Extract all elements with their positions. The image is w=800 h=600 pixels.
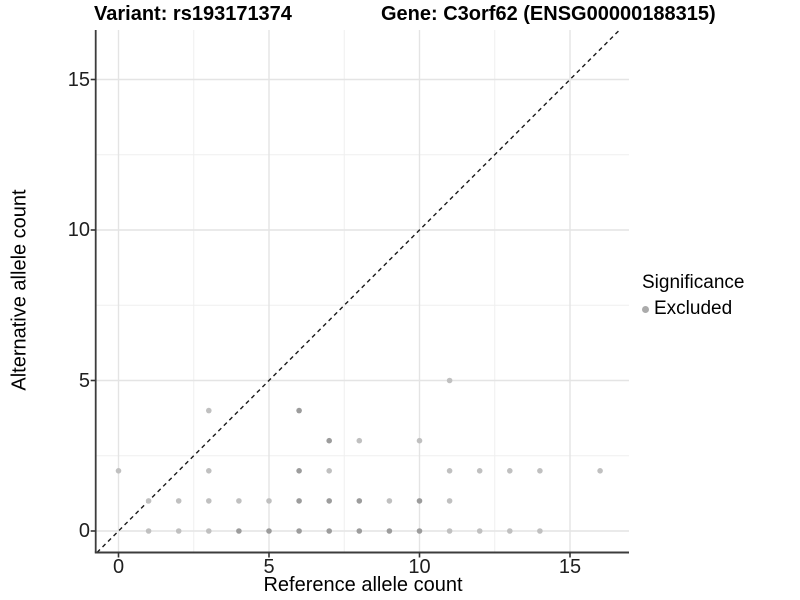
grid-major (95, 30, 629, 553)
legend: Significance Excluded (642, 272, 744, 320)
data-point (446, 528, 453, 534)
data-point (206, 498, 212, 504)
data-point (416, 528, 423, 534)
data-point (266, 498, 272, 504)
legend-point-icon (642, 305, 649, 313)
data-point (386, 528, 393, 534)
y-tick-label: 5 (78, 369, 90, 392)
y-tick-label: 10 (67, 219, 90, 241)
data-point (145, 498, 152, 504)
tick-marks (90, 78, 571, 558)
data-point (507, 468, 513, 474)
x-tick-label: 5 (263, 556, 275, 578)
plot-title-variant: Variant: rs193171374 (94, 3, 292, 25)
data-point (206, 528, 212, 534)
data-point (296, 498, 302, 504)
data-point (507, 528, 513, 534)
data-point (326, 437, 333, 444)
data-point (175, 498, 182, 504)
legend-item-excluded: Excluded (642, 298, 744, 320)
data-point (206, 407, 212, 414)
data-point (416, 437, 423, 444)
data-point (326, 468, 333, 474)
y-axis-title: Alternative allele count (8, 189, 31, 391)
x-tick-label: 15 (558, 556, 582, 578)
x-tick-label: 10 (408, 556, 431, 578)
data-point (145, 528, 152, 534)
data-point (356, 437, 363, 444)
data-point (266, 528, 272, 534)
x-tick-label: 0 (112, 556, 125, 578)
data-point (416, 498, 423, 504)
data-point (175, 528, 182, 534)
y-tick-label: 0 (78, 520, 90, 542)
data-point (356, 528, 363, 534)
data-point (115, 468, 122, 474)
data-point (446, 498, 453, 504)
data-point (537, 468, 543, 474)
data-point (446, 468, 453, 474)
data-point (326, 528, 333, 534)
data-point (326, 498, 333, 504)
data-point (537, 528, 543, 534)
axis-lines (94, 30, 629, 554)
data-point (597, 468, 603, 474)
data-point (236, 528, 242, 534)
data-point (296, 468, 302, 474)
data-point (386, 498, 393, 504)
identity-line (96, 29, 620, 553)
data-points (115, 377, 603, 534)
y-tick-label: 15 (67, 68, 90, 91)
data-point (476, 468, 483, 474)
grid-minor (95, 30, 629, 553)
data-point (356, 498, 363, 504)
data-point (206, 468, 212, 474)
x-axis-title: Reference allele count (263, 574, 463, 596)
data-point (296, 407, 302, 414)
data-point (446, 377, 453, 384)
data-point (236, 498, 242, 504)
data-point (476, 528, 483, 534)
legend-item-label: Excluded (654, 298, 733, 319)
plot-title-gene: Gene: C3orf62 (ENSG00000188315) (381, 3, 716, 25)
legend-title: Significance (642, 272, 745, 293)
data-point (296, 528, 302, 534)
